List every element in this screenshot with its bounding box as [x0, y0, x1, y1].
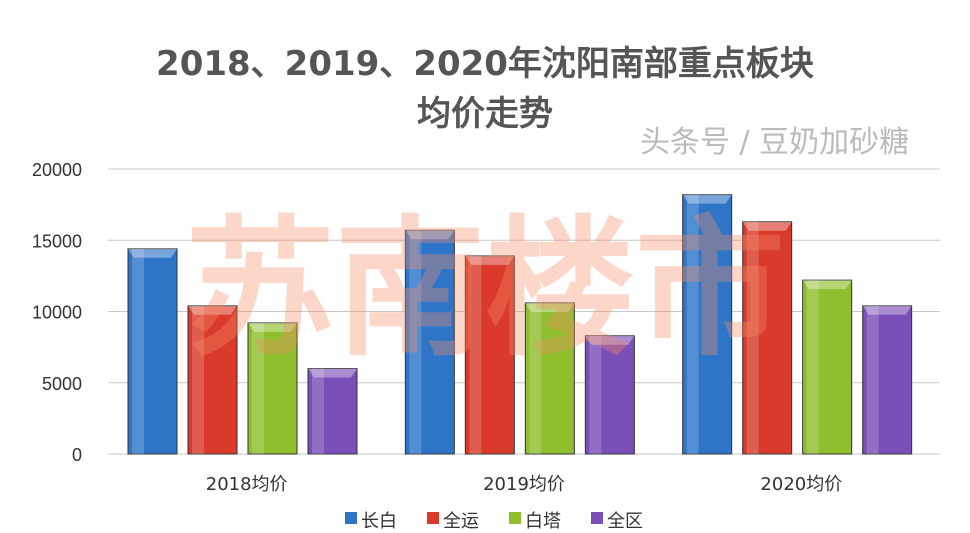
bar-bevel — [465, 255, 515, 265]
bar-bevel — [248, 322, 297, 332]
bar-白塔 — [802, 279, 853, 455]
bar-bevel — [585, 335, 635, 345]
x-tick-label: 2018均价 — [206, 474, 288, 495]
bar-bevel — [188, 305, 237, 315]
legend-label: 白塔 — [525, 511, 561, 532]
legend-swatch — [509, 512, 521, 524]
y-tick-label: 20000 — [32, 160, 82, 180]
bar-bevel — [128, 248, 177, 258]
bar-全运 — [742, 221, 793, 455]
bar-全运 — [187, 305, 238, 455]
bar-highlight — [806, 280, 819, 454]
bar-highlight — [589, 335, 602, 454]
bar-全运 — [464, 255, 515, 455]
x-tick-label: 2019均价 — [483, 474, 565, 495]
bar-bevel — [308, 368, 357, 378]
legend-swatch — [427, 512, 439, 524]
bar-长白 — [404, 229, 455, 455]
bar-全区 — [584, 335, 635, 455]
watermark-overlay: 头条号 / 豆奶加砂糖 — [640, 125, 910, 160]
bar-bevel — [682, 194, 732, 204]
watermark-logo: 苏南楼市 — [185, 203, 786, 377]
legend-label: 全运 — [443, 511, 479, 532]
bar-白塔 — [247, 322, 298, 455]
bar-highlight — [132, 248, 144, 454]
bar-bevel — [405, 230, 455, 240]
bar-bevel — [862, 305, 912, 315]
bar-全区 — [307, 368, 358, 455]
y-tick-label: 10000 — [32, 303, 82, 323]
x-tick-label: 2020均价 — [760, 474, 842, 495]
bar-highlight — [469, 255, 482, 454]
chart-title-line2: 均价走势 — [417, 94, 553, 134]
y-tick-label: 5000 — [42, 374, 82, 394]
bar-highlight — [529, 302, 542, 454]
bar-highlight — [312, 368, 324, 454]
legend-swatch — [591, 512, 603, 524]
bar-highlight — [252, 322, 264, 454]
legend-label: 长白 — [361, 511, 397, 532]
bar-长白 — [682, 194, 733, 455]
legend-label: 全区 — [607, 511, 643, 532]
bar-highlight — [866, 305, 879, 454]
bar-长白 — [127, 248, 178, 455]
bar-白塔 — [524, 302, 575, 455]
bar-bevel — [525, 302, 575, 312]
chart-title-line1: 2018、2019、2020年沈阳南部重点板块 — [156, 44, 814, 84]
bar-全区 — [862, 305, 913, 455]
bar-highlight — [746, 221, 759, 454]
bar-highlight — [192, 305, 204, 454]
bar-highlight — [409, 230, 422, 454]
legend-swatch — [345, 512, 357, 524]
bar-bevel — [802, 280, 852, 290]
y-tick-label: 15000 — [32, 231, 82, 251]
bar-bevel — [742, 221, 792, 231]
y-tick-label: 0 — [72, 445, 82, 465]
bar-highlight — [686, 194, 699, 454]
